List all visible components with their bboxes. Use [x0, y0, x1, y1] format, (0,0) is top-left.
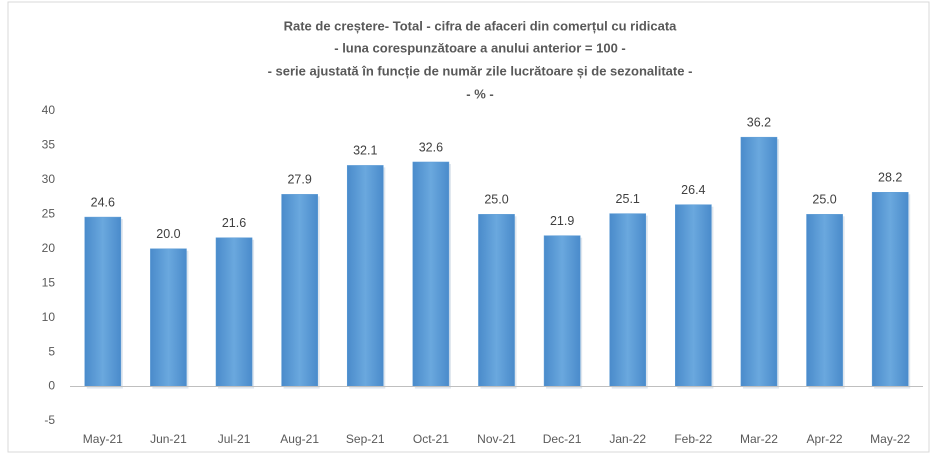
chart-title: - luna corespunzătoare a anului anterior… [334, 40, 626, 55]
chart-border [7, 1, 930, 453]
x-tick-label: Jun-21 [150, 432, 187, 446]
bar [215, 237, 253, 387]
y-tick-label: 10 [42, 310, 56, 324]
bar [150, 248, 187, 387]
x-tick-label: Feb-22 [674, 432, 712, 446]
bar [543, 235, 581, 387]
chart-title: - serie ajustată în funcție de număr zil… [268, 63, 693, 78]
value-label: 24.6 [91, 195, 115, 209]
chart-title: Rate de creștere- Total - cifra de aface… [284, 18, 678, 33]
y-tick-label: -5 [44, 413, 55, 427]
value-label: 25.0 [812, 193, 836, 207]
x-tick-label: Jan-22 [609, 432, 646, 446]
value-label: 32.6 [419, 140, 443, 154]
bar [412, 161, 450, 387]
value-label: 36.2 [747, 115, 771, 129]
y-tick-label: 15 [42, 275, 56, 289]
y-tick-label: 5 [48, 344, 55, 358]
value-label: 20.0 [156, 227, 180, 241]
value-label: 21.9 [550, 214, 574, 228]
bar [806, 214, 843, 387]
bar [478, 214, 515, 387]
x-tick-label: Jul-21 [218, 432, 251, 446]
value-label: 32.1 [353, 144, 377, 158]
bar [675, 204, 712, 387]
x-tick-label: Sep-21 [346, 432, 385, 446]
value-label: 27.9 [287, 173, 311, 187]
y-tick-label: 30 [42, 172, 56, 186]
y-tick-label: 25 [42, 207, 56, 221]
x-tick-label: Oct-21 [413, 432, 449, 446]
x-tick-label: May-22 [870, 432, 910, 446]
value-label: 26.4 [681, 183, 705, 197]
bar [740, 136, 778, 387]
y-tick-label: 0 [48, 379, 55, 393]
bar [609, 213, 647, 387]
y-tick-label: 40 [42, 103, 56, 117]
y-tick-label: 20 [42, 241, 56, 255]
bar [871, 192, 909, 387]
value-label: 25.0 [484, 193, 508, 207]
value-label: 21.6 [222, 216, 246, 230]
x-tick-label: Mar-22 [740, 432, 778, 446]
chart-title: - % - [466, 86, 493, 101]
x-tick-label: Aug-21 [280, 432, 319, 446]
value-label: 28.2 [878, 171, 902, 185]
x-tick-label: Nov-21 [477, 432, 516, 446]
x-tick-label: May-21 [83, 432, 123, 446]
x-tick-label: Dec-21 [543, 432, 582, 446]
bar [281, 194, 318, 387]
y-tick-label: 35 [42, 138, 56, 152]
x-tick-label: Apr-22 [807, 432, 843, 446]
bar [84, 216, 122, 387]
bar [346, 165, 384, 387]
value-label: 25.1 [616, 192, 640, 206]
